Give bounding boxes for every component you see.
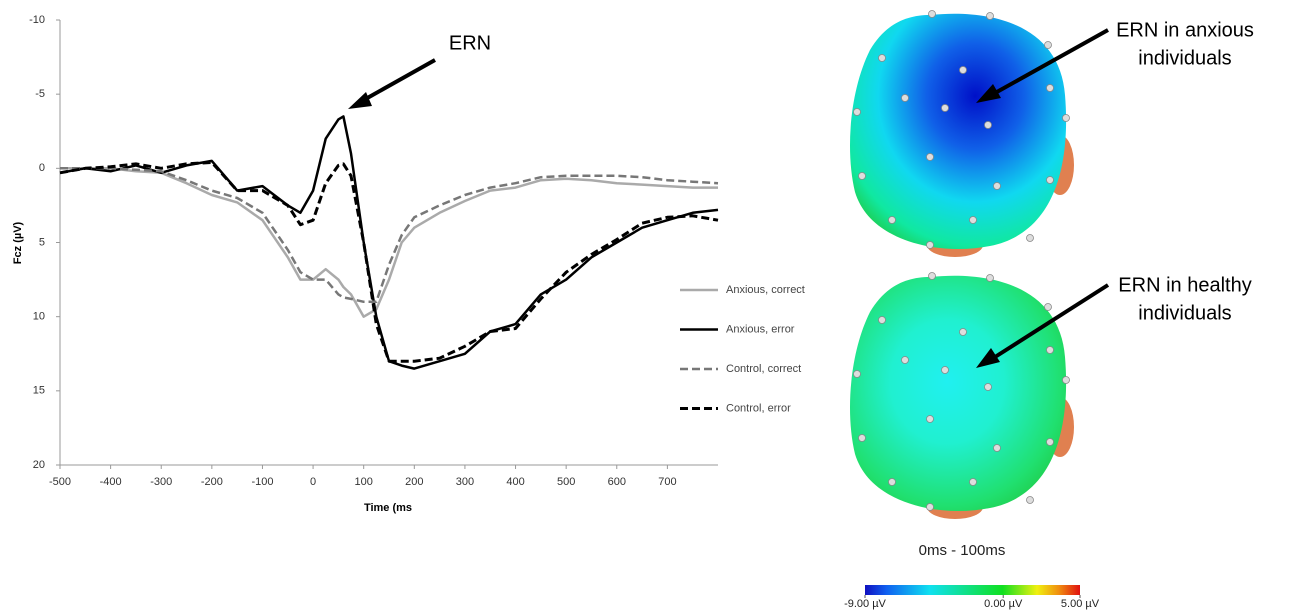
x-tick-label: 300 [456, 476, 474, 488]
y-tick-label: 5 [39, 236, 45, 248]
map-label: individuals [1138, 47, 1231, 69]
y-tick-label: -5 [35, 88, 45, 100]
x-tick-label: 400 [506, 476, 524, 488]
y-tick-label: 0 [39, 162, 45, 174]
series-line [59, 115, 719, 370]
legend-label: Anxious, error [726, 323, 795, 335]
y-axis-label: Fcz (µV) [12, 221, 24, 264]
annotation-arrow [348, 58, 436, 109]
legend-label: Control, correct [726, 363, 801, 375]
x-tick-label: -500 [49, 476, 71, 488]
x-axis-label: Time (ms [364, 502, 412, 514]
x-tick-label: -100 [251, 476, 273, 488]
legend-label: Anxious, correct [726, 284, 805, 296]
series-line [59, 160, 719, 363]
x-tick-label: 200 [405, 476, 423, 488]
colorbar [865, 585, 1080, 595]
scalp-map [850, 10, 1074, 257]
y-tick-label: 10 [33, 311, 45, 323]
annotation: ERN [449, 32, 491, 54]
x-tick-label: -200 [201, 476, 223, 488]
time-window: 0ms - 100ms [919, 542, 1006, 559]
map-label: ERN in healthy [1118, 274, 1251, 296]
x-tick-label: 600 [608, 476, 626, 488]
x-tick-label: 100 [355, 476, 373, 488]
scalp-map [850, 272, 1074, 519]
colorbar-label: -9.00 µV [844, 598, 886, 610]
x-tick-label: 500 [557, 476, 575, 488]
series-line [60, 167, 718, 318]
map-arrow [976, 28, 1110, 368]
colorbar-label: 5.00 µV [1061, 598, 1100, 610]
y-tick-label: 15 [33, 385, 45, 397]
y-tick-label: -10 [29, 14, 45, 26]
x-tick-label: -400 [100, 476, 122, 488]
x-tick-label: 700 [658, 476, 676, 488]
colorbar-label: 0.00 µV [984, 598, 1023, 610]
map-label: individuals [1138, 302, 1231, 324]
map-label: ERN in anxious [1116, 19, 1254, 41]
x-tick-label: 0 [310, 476, 316, 488]
y-tick-label: 20 [33, 459, 45, 471]
legend-label: Control, error [726, 402, 791, 414]
series-line [60, 167, 719, 304]
x-tick-label: -300 [150, 476, 172, 488]
